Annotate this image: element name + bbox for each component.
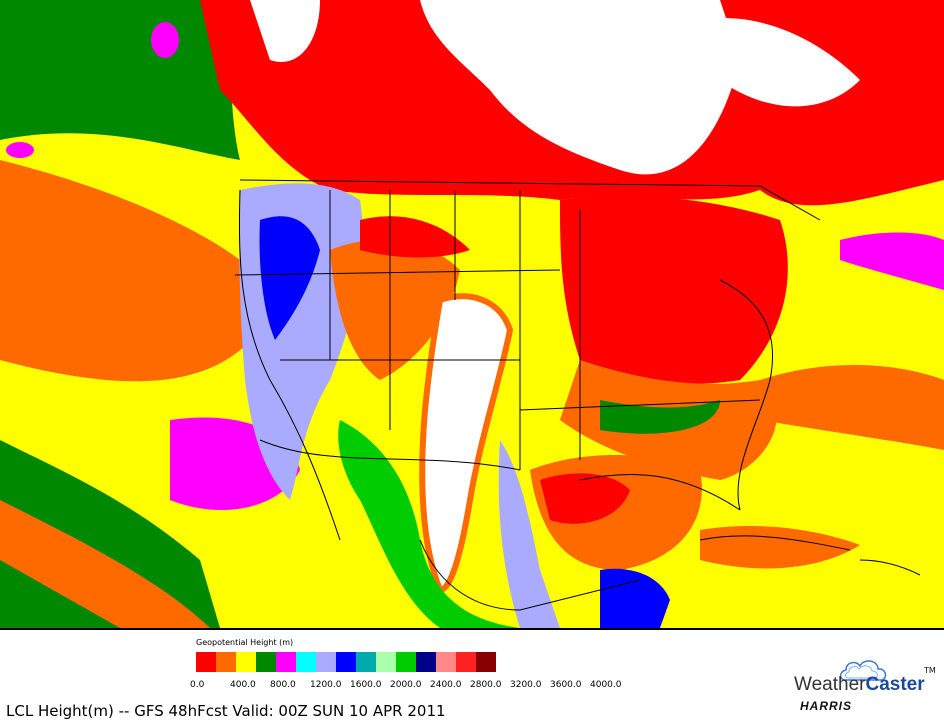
legend-swatch bbox=[316, 652, 336, 672]
legend-swatch bbox=[436, 652, 456, 672]
logo-tm: TM bbox=[924, 666, 936, 675]
legend-swatch bbox=[456, 652, 476, 672]
logo-harris: HARRIS bbox=[800, 699, 853, 713]
legend-tick-label: 1600.0 bbox=[350, 680, 382, 690]
legend-tick-label: 2400.0 bbox=[430, 680, 462, 690]
legend-tick-label: 2000.0 bbox=[390, 680, 422, 690]
legend-title: Geopotential Height (m) bbox=[196, 638, 293, 647]
legend-tick-label: 3600.0 bbox=[550, 680, 582, 690]
legend-swatch bbox=[236, 652, 256, 672]
cloud-icon bbox=[839, 660, 887, 681]
legend-swatch bbox=[336, 652, 356, 672]
legend-swatch bbox=[296, 652, 316, 672]
legend-tick-label: 0.0 bbox=[190, 680, 205, 690]
legend-swatch bbox=[276, 652, 296, 672]
lcl-height-map bbox=[0, 0, 944, 630]
legend-swatch bbox=[396, 652, 416, 672]
legend-swatches bbox=[196, 652, 496, 672]
color-legend: Geopotential Height (m) 0.0 400.0 800.0 120… bbox=[190, 638, 622, 690]
legend-swatch bbox=[196, 652, 216, 672]
logo-weather: Weather bbox=[794, 674, 866, 695]
legend-swatch bbox=[356, 652, 376, 672]
legend-tick-label: 1200.0 bbox=[310, 680, 342, 690]
legend-ticks: 0.0 400.0 800.0 1200.0 1600.0 2000.0 2400.0 280… bbox=[190, 680, 622, 690]
legend-swatch bbox=[216, 652, 236, 672]
legend-tick-label: 2800.0 bbox=[470, 680, 502, 690]
legend-tick-label: 4000.0 bbox=[590, 680, 622, 690]
legend-swatch bbox=[256, 652, 276, 672]
logo-caster: Caster bbox=[865, 674, 925, 695]
legend-tick-label: 800.0 bbox=[270, 680, 296, 690]
legend-swatch bbox=[416, 652, 436, 672]
weathercaster-logo: WeatherCaster TM HARRIS bbox=[790, 652, 940, 718]
legend-swatch bbox=[476, 652, 496, 672]
map-caption: LCL Height(m) -- GFS 48hFcst Valid: 00Z … bbox=[6, 702, 446, 720]
legend-swatch bbox=[376, 652, 396, 672]
legend-tick-label: 3200.0 bbox=[510, 680, 542, 690]
legend-tick-label: 400.0 bbox=[230, 680, 256, 690]
